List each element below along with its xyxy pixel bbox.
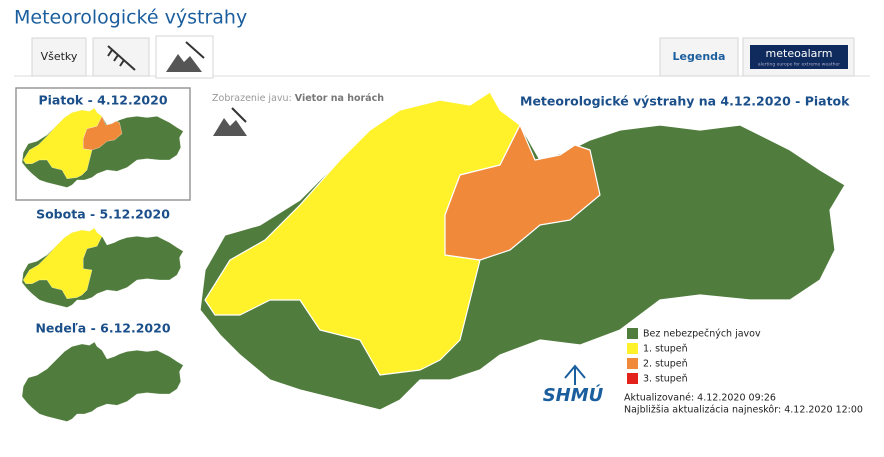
day-map [21, 227, 184, 308]
legend-label: 3. stupeň [643, 374, 688, 385]
day-label: Nedeľa - 6.12.2020 [35, 321, 170, 336]
meteoalarm-tagline: alerting europe for extreme weather [758, 62, 840, 68]
map-region [21, 341, 184, 422]
tab-label: Všetky [41, 50, 78, 63]
legend-swatch [627, 328, 638, 339]
shmu-logo: SHMÚ [543, 364, 604, 406]
mountain-icon [166, 54, 202, 72]
legend-swatch [627, 343, 638, 354]
tab-box [659, 37, 739, 77]
map-title: Meteorologické výstrahy na 4.12.2020 - P… [520, 94, 850, 109]
legend-label: Bez nebezpečných javov [643, 329, 761, 340]
tab-label: Legenda [673, 50, 726, 63]
day-map [21, 341, 184, 422]
day-sunday[interactable]: Nedeľa - 6.12.2020 [21, 321, 184, 422]
meteoalarm-name: meteoalarm [766, 47, 833, 60]
meteoalarm-link[interactable]: meteoalarm alerting europe for extreme w… [742, 37, 855, 77]
wind-icon [107, 45, 136, 71]
legend-label: 1. stupeň [643, 344, 688, 355]
phenomenon: Zobrazenie javu: Vietor na horách [212, 93, 384, 104]
day-friday[interactable]: Piatok - 4.12.2020 [15, 87, 191, 201]
main-map [199, 91, 846, 411]
page-title: Meteorologické výstrahy [14, 7, 247, 29]
meteoalarm-logo [750, 45, 848, 69]
legend-swatch [627, 373, 638, 384]
mountain-icon [213, 118, 247, 136]
tab-all[interactable]: Všetky [31, 37, 87, 77]
legend: Bez nebezpečných javov 1. stupeň 2. stup… [627, 328, 761, 385]
phenomenon-value: Vietor na horách [295, 93, 384, 104]
day-label: Sobota - 5.12.2020 [36, 207, 170, 222]
day-saturday[interactable]: Sobota - 5.12.2020 [21, 207, 184, 308]
logo-icon [564, 364, 586, 385]
phenomenon-label: Zobrazenie javu: [212, 93, 292, 104]
legend-swatch [627, 358, 638, 369]
tab-legend[interactable]: Legenda [659, 37, 739, 77]
legend-label: 2. stupeň [643, 359, 688, 370]
next-update: Najbližšia aktualizácia najneskôr: 4.12.… [624, 405, 863, 416]
updated: Aktualizované: 4.12.2020 09:26 [624, 393, 776, 404]
day-label: Piatok - 4.12.2020 [38, 93, 167, 108]
tab-mountain-wind[interactable] [155, 35, 214, 79]
tab-wind[interactable] [92, 37, 150, 77]
tab-box [31, 37, 87, 77]
wind-icon [231, 107, 247, 123]
wind-icon [185, 41, 205, 59]
logo-text: SHMÚ [543, 384, 604, 406]
